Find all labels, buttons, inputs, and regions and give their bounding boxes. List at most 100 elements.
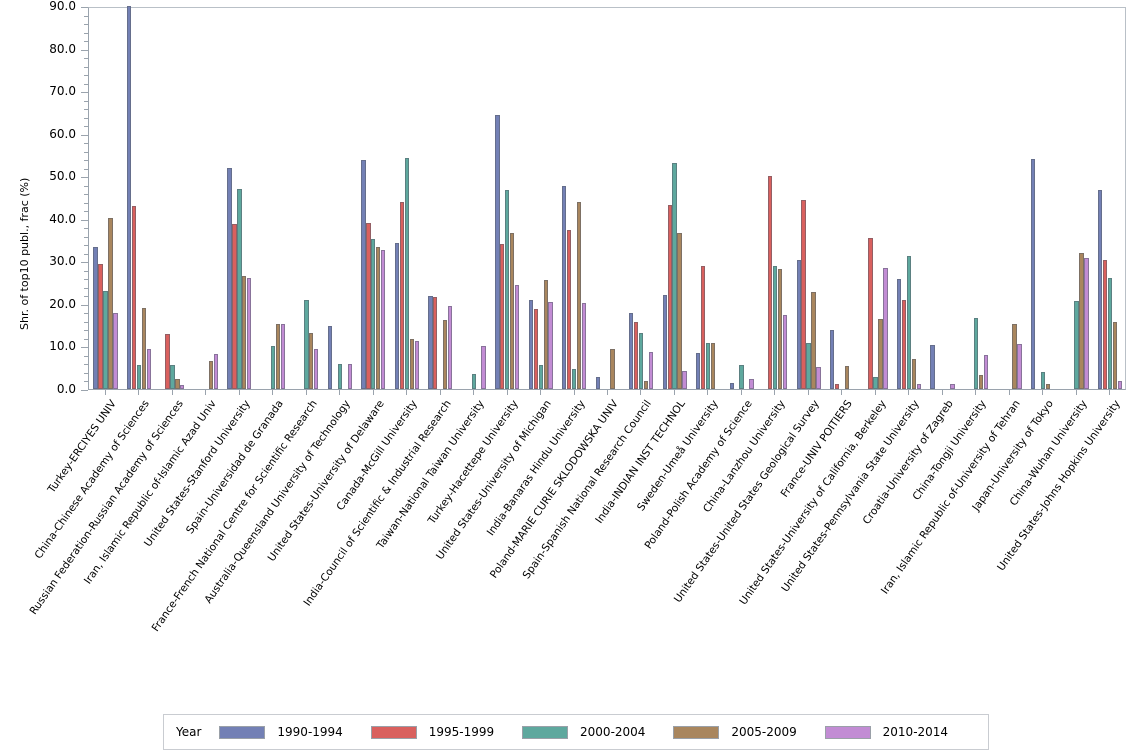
x-tick-mark [540,390,542,395]
y-tick-minor [84,364,88,366]
bar [170,364,175,389]
y-tick-mark [81,7,88,8]
x-tick-mark [774,390,776,395]
y-tick-label: 60.0 [49,126,76,141]
y-tick-minor [84,15,88,17]
bar [505,189,510,389]
y-tick-minor [84,41,88,43]
y-tick-minor [84,236,88,238]
legend-entry[interactable]: 2010-2014 [824,725,976,739]
legend-entry[interactable]: 1990-1994 [219,725,370,739]
bar [701,266,706,389]
bar [314,348,319,389]
bar [175,379,180,389]
bar [610,349,615,389]
bar [705,343,711,389]
x-tick-mark [807,390,809,395]
x-tick-mark [439,390,441,395]
x-tick-mark [506,390,508,395]
legend-label: 1990-1994 [277,725,343,739]
bar [1012,323,1017,389]
bar [883,268,888,389]
y-tick-mark [81,134,88,136]
x-tick-label-text: Spain-Spanish National Research Council [521,398,655,582]
y-tick-minor [84,253,88,255]
bar [643,380,649,389]
legend-entry[interactable]: 1995-1999 [370,725,522,739]
bar [667,205,672,389]
x-tick-mark [740,390,742,395]
x-tick-mark [372,390,374,395]
y-tick-label: 90.0 [49,0,76,13]
legend-swatch [370,725,417,739]
legend-entry[interactable]: 2000-2004 [522,725,673,739]
y-tick-minor [84,58,88,60]
bar [978,375,984,389]
plot-area [88,6,1126,390]
y-tick-label: 30.0 [49,254,76,269]
bar [677,232,682,389]
x-tick-mark [272,390,274,395]
bar [782,314,788,389]
bar [581,303,587,389]
bar [93,247,98,389]
bar [280,323,285,389]
bar [208,360,213,389]
y-tick-minor [84,211,88,213]
x-tick-mark [406,390,408,395]
y-tick-minor [84,194,88,196]
bar [739,364,744,389]
y-tick-minor [84,372,88,374]
y-tick-minor [84,143,88,145]
bar [399,202,404,389]
y-tick-label: 80.0 [49,41,76,56]
x-tick-mark [171,390,173,395]
y-tick-minor [84,228,88,230]
y-tick-minor [84,245,88,247]
x-tick-mark [205,390,207,395]
bar [796,260,801,389]
x-tick-label: Poland-MARIE CURIE SKLODOWSKA UNIV [488,398,621,581]
bar [471,373,476,389]
bar [777,268,783,389]
bar [662,294,667,389]
y-tick-minor [84,279,88,281]
bar [1030,159,1036,389]
bar [242,276,247,389]
bar [213,354,218,389]
bar [180,384,185,389]
bar [896,278,902,389]
bar [103,290,108,389]
legend-label: 2010-2014 [882,725,949,739]
bar [538,364,543,389]
bar [1017,344,1022,389]
bar [131,206,137,389]
bar [361,159,366,389]
bar [816,366,821,389]
x-tick-mark [874,390,876,395]
bar [304,300,309,389]
legend-entry[interactable]: 2005-2009 [673,725,824,739]
bar [567,229,572,389]
bar [510,232,515,389]
x-tick-mark [238,390,240,395]
x-tick-mark [975,390,977,395]
bar [911,358,917,389]
bar [901,300,907,389]
bar [672,162,677,389]
x-tick-label: United States-Johns Hopkins University [995,398,1123,573]
bar [729,383,734,389]
bar [562,185,567,389]
bar [165,334,170,389]
x-tick-mark [707,390,709,395]
y-tick-minor [84,109,88,111]
bar [811,292,816,389]
bar [1112,322,1118,389]
bar [973,317,979,389]
bar [639,333,644,389]
bar [404,157,409,389]
y-tick-label: 0.0 [56,382,76,396]
y-tick-mark [81,219,88,221]
x-tick-label-text: Poland-MARIE CURIE SKLODOWSKA UNIV [487,398,621,581]
y-tick-label: 70.0 [49,84,76,99]
